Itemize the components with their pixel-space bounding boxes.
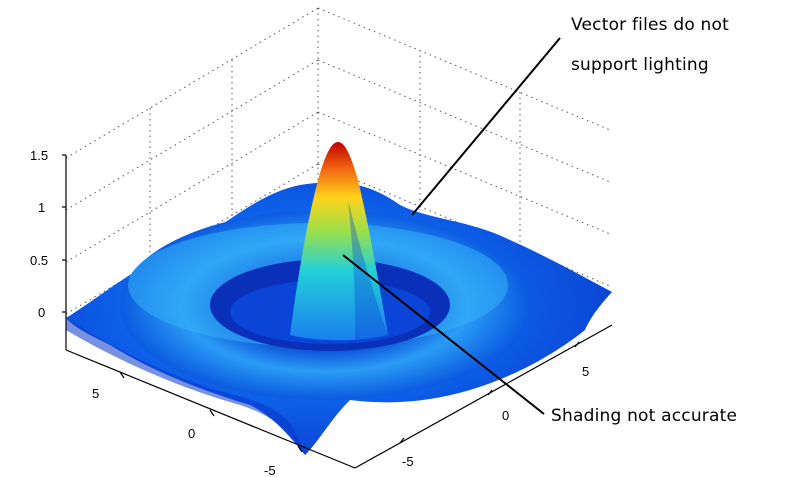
x-axis [65, 349, 356, 469]
y-tick-0 [487, 389, 493, 396]
y-tick-m5 [399, 437, 405, 444]
y-tick-5 [574, 341, 580, 348]
grid-line-z1-right [317, 59, 611, 183]
callout-line-lighting [411, 37, 561, 216]
annotation-lighting-line-1: Vector files do not [571, 15, 729, 35]
x-tick-m5 [297, 445, 303, 453]
grid-line-top-left [65, 7, 319, 159]
annotation-shading: Shading not accurate [342, 254, 737, 426]
x-tick-label-0: 0 [188, 426, 195, 441]
x-tick-0 [209, 409, 215, 417]
annotation-shading-line-1: Shading not accurate [551, 406, 737, 426]
z-tick-label-1: 1 [38, 200, 45, 215]
surface [66, 142, 612, 455]
callout-line-shading [342, 254, 545, 415]
z-tick-label-0: 0 [38, 305, 45, 320]
x-tick-label-5: 5 [92, 386, 99, 401]
y-tick-label-0: 0 [502, 408, 509, 423]
y-tick-label-5: 5 [582, 364, 589, 379]
y-axis [354, 324, 613, 469]
surface-peak [290, 142, 388, 341]
x-tick-5 [119, 371, 125, 379]
annotation-lighting-line-2: support lighting [571, 55, 709, 75]
z-tick-labels: 1.5 1 0.5 0 [30, 148, 48, 320]
surface-peak-shade [348, 200, 388, 340]
grid-line-top-right [317, 7, 611, 131]
annotation-lighting: Vector files do not support lighting [411, 15, 729, 216]
x-tick-labels: 5 0 -5 [92, 386, 276, 477]
back-grid [65, 7, 611, 315]
z-tick-label-0.5: 0.5 [30, 253, 48, 268]
y-tick-label-m5: -5 [402, 454, 414, 469]
x-tick-label-m5: -5 [264, 463, 276, 477]
axes [62, 154, 613, 469]
y-tick-labels: -5 0 5 [402, 364, 589, 469]
surface-front-rim [66, 318, 305, 455]
z-tick-label-1.5: 1.5 [30, 148, 48, 163]
